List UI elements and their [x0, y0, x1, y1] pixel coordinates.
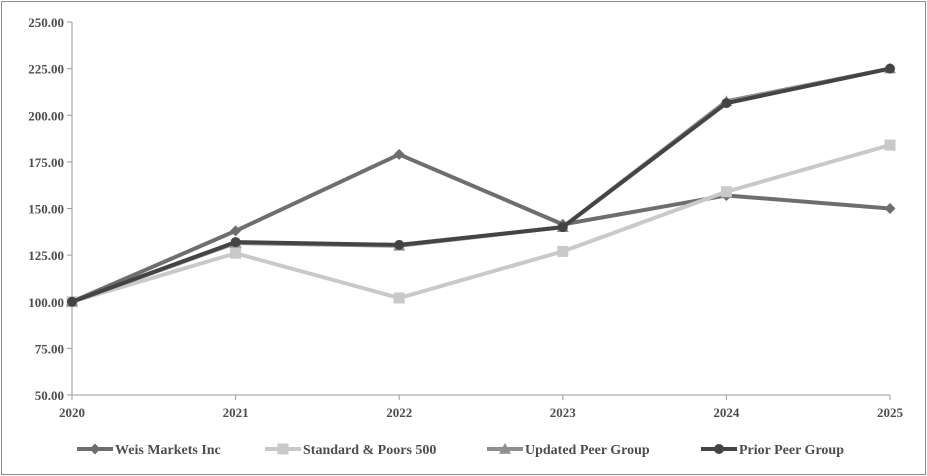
series-group	[66, 62, 896, 308]
y-tick-label: 100.00	[28, 295, 64, 310]
data-point-prior-peer-group	[67, 296, 77, 307]
data-point-prior-peer-group	[230, 237, 241, 248]
data-point-prior-peer-group	[394, 239, 405, 250]
legend-marker	[499, 443, 511, 454]
legend: Weis Markets Inc Standard & Poors 500 Upda…	[77, 443, 844, 458]
legend-item-updated-peer-group: Updated Peer Group	[487, 443, 650, 458]
x-tick-label: 2022	[386, 405, 412, 420]
legend-marker	[714, 444, 724, 454]
x-tick-labels: 2020 2021 2022 2023 2024 2025	[59, 405, 904, 420]
series-line-standard-poors-500	[71, 143, 891, 304]
series-weis-markets-inc	[66, 148, 896, 308]
data-point-weis-markets-inc	[393, 148, 405, 160]
y-tick-label: 75.00	[35, 341, 64, 356]
x-tick-label: 2020	[59, 405, 85, 420]
data-point-weis-markets-inc	[884, 203, 896, 214]
legend-marker	[89, 443, 101, 455]
data-point-standard-poors-500	[393, 292, 405, 304]
y-tick-label: 200.00	[28, 108, 64, 123]
data-point-standard-poors-500	[557, 245, 569, 257]
legend-label: Weis Markets Inc	[115, 443, 221, 458]
y-tick-label: 225.00	[28, 62, 64, 77]
y-tick-label: 175.00	[28, 155, 64, 170]
legend-item-standard-poors-500: Standard & Poors 500	[265, 443, 436, 458]
series-line-weis-markets-inc	[71, 152, 891, 304]
legend-marker	[277, 443, 289, 455]
y-tick-labels: 50.00 75.00 100.00 125.00 150.00 175.00 200.00…	[28, 15, 64, 403]
series-updated-peer-group	[66, 62, 896, 307]
y-tick-label: 150.00	[28, 202, 64, 217]
y-tick-label: 50.00	[35, 388, 64, 403]
legend-label: Standard & Poors 500	[303, 443, 436, 458]
legend-label: Updated Peer Group	[525, 443, 650, 458]
series-prior-peer-group	[67, 63, 895, 307]
axes	[67, 21, 891, 400]
data-point-standard-poors-500	[720, 186, 732, 198]
y-tick-label: 125.00	[28, 248, 64, 263]
legend-label: Prior Peer Group	[739, 443, 844, 458]
data-point-prior-peer-group	[557, 222, 568, 233]
data-point-weis-markets-inc	[230, 225, 242, 237]
data-point-standard-poors-500	[884, 139, 896, 151]
y-tick-label: 250.00	[28, 15, 64, 30]
series-standard-poors-500	[66, 139, 896, 308]
x-tick-label: 2021	[223, 405, 249, 420]
data-point-standard-poors-500	[230, 247, 242, 259]
x-tick-label: 2024	[713, 405, 740, 420]
data-point-prior-peer-group	[721, 98, 732, 109]
x-tick-label: 2025	[877, 405, 904, 420]
data-point-prior-peer-group	[885, 63, 895, 74]
series-line-prior-peer-group	[71, 66, 891, 304]
x-tick-label: 2023	[550, 405, 577, 420]
legend-item-weis-markets-inc: Weis Markets Inc	[77, 443, 221, 458]
legend-item-prior-peer-group: Prior Peer Group	[701, 443, 844, 458]
